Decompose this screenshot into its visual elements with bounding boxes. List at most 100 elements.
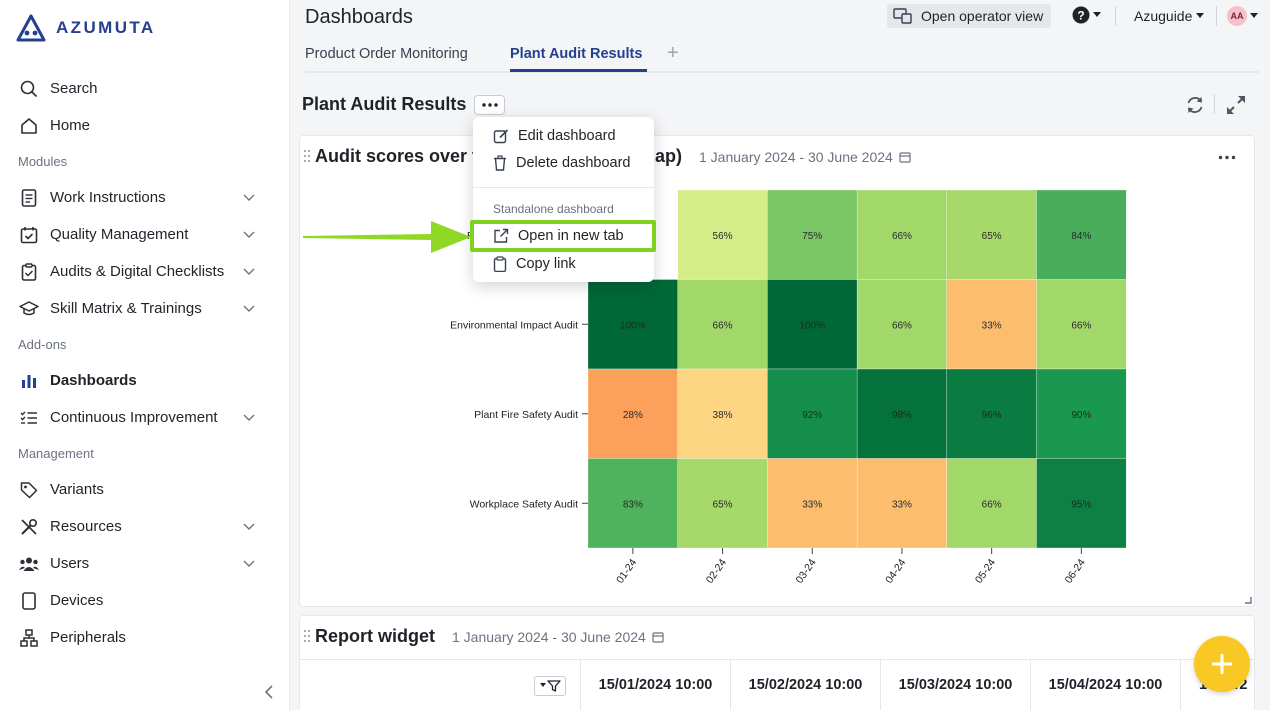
heatmap-cell-label: 66% <box>892 231 912 242</box>
menu-item-delete-dashboard[interactable]: Delete dashboard <box>493 152 630 174</box>
drag-handle-icon[interactable] <box>303 149 311 163</box>
brand-name: AZUMUTA <box>56 18 156 37</box>
tablet-icon <box>18 590 40 612</box>
sidebar-item-label: Skill Matrix & Trainings <box>50 300 202 317</box>
fullscreen-expand-icon[interactable] <box>1225 94 1247 116</box>
menu-item-open-in-new-tab[interactable]: Open in new tab <box>493 225 624 247</box>
sidebar: AZUMUTA Search Home Modules Work Instruc… <box>0 0 290 710</box>
user-avatar-menu[interactable]: AA <box>1227 6 1258 26</box>
sidebar-item-home[interactable]: Home <box>0 107 290 144</box>
sidebar-item-label: Variants <box>50 481 104 498</box>
table-filter-button[interactable] <box>534 676 566 696</box>
drag-handle-icon[interactable] <box>303 629 311 643</box>
sidebar-item-label: Dashboards <box>50 372 137 389</box>
heatmap-cell-label: 66% <box>1071 320 1091 331</box>
menu-item-label: Copy link <box>516 256 576 272</box>
report-widget-title: Report widget <box>315 626 435 646</box>
widget-menu-icon[interactable] <box>1218 155 1236 160</box>
refresh-icon[interactable] <box>1185 95 1205 115</box>
dashboard-tabs: Product Order Monitoring Plant Audit Res… <box>305 40 1259 73</box>
resize-corner-icon[interactable] <box>1244 596 1252 604</box>
clipboard-icon <box>18 261 40 283</box>
collapse-sidebar-chevron-icon[interactable] <box>262 684 276 700</box>
svg-text:?: ? <box>1077 9 1084 23</box>
heatmap-cell <box>767 368 858 459</box>
toolbar-divider <box>1214 94 1215 114</box>
annotation-arrow-icon <box>303 221 471 253</box>
report-date-range[interactable]: 1 January 2024 - 30 June 2024 <box>452 629 664 645</box>
heatmap-cell <box>946 458 1037 549</box>
heatmap-cell-label: 33% <box>802 499 822 510</box>
table-column-header: 15/03/2024 10:00 <box>880 660 1030 710</box>
heatmap-cell <box>856 458 947 549</box>
heatmap-cell-label: 75% <box>802 231 822 242</box>
heatmap-date-range[interactable]: 1 January 2024 - 30 June 2024 <box>699 149 911 165</box>
x-axis-label: 02-24 <box>704 557 729 586</box>
heatmap-cell-label: 33% <box>982 320 1002 331</box>
sidebar-nav: Search Home Modules Work Instructions Qu… <box>0 70 290 656</box>
heatmap-cell <box>856 368 947 459</box>
heatmap-widget-title-end: ap) <box>655 146 682 166</box>
sidebar-item-peripherals[interactable]: Peripherals <box>0 619 290 656</box>
caret-down-icon <box>1196 13 1205 18</box>
menu-divider <box>473 187 654 188</box>
menu-item-copy-link[interactable]: Copy link <box>493 253 576 275</box>
help-menu[interactable]: ? <box>1072 6 1101 24</box>
heatmap-cell-label: 96% <box>982 410 1002 421</box>
sidebar-item-audits[interactable]: Audits & Digital Checklists <box>0 253 290 290</box>
menu-item-edit-dashboard[interactable]: Edit dashboard <box>493 125 616 147</box>
tab-plant-audit-results[interactable]: Plant Audit Results <box>510 46 643 62</box>
sidebar-section-management: Management <box>18 446 94 461</box>
table-column-header: 15/04/2024 10:00 <box>1030 660 1180 710</box>
report-widget-card <box>299 615 1255 710</box>
calendar-check-icon <box>18 224 40 246</box>
heatmap-cell <box>1036 189 1127 280</box>
sidebar-item-search[interactable]: Search <box>0 70 290 107</box>
menu-item-label: Open in new tab <box>518 228 624 244</box>
header-divider <box>1115 6 1116 26</box>
heatmap-cell <box>677 279 768 370</box>
x-axis-label: 05-24 <box>973 557 998 586</box>
x-axis-label: 04-24 <box>883 557 908 586</box>
checklist-icon <box>18 407 40 429</box>
heatmap-cell-label: 83% <box>623 499 643 510</box>
sidebar-item-users[interactable]: Users <box>0 545 290 582</box>
heatmap-cell-label: 65% <box>713 499 733 510</box>
active-tab-indicator <box>510 69 647 72</box>
workspace-selector[interactable]: Azuguide <box>1134 8 1205 24</box>
sidebar-item-variants[interactable]: Variants <box>0 471 290 508</box>
open-operator-view-button[interactable]: Open operator view <box>887 4 1052 28</box>
x-axis-label: 03-24 <box>793 557 818 586</box>
sidebar-item-devices[interactable]: Devices <box>0 582 290 619</box>
menu-section-label: Standalone dashboard <box>493 202 614 216</box>
sidebar-item-label: Search <box>50 80 98 97</box>
sidebar-item-continuous-improvement[interactable]: Continuous Improvement <box>0 399 290 436</box>
home-icon <box>18 115 40 137</box>
heatmap-cell <box>1036 368 1127 459</box>
add-widget-button[interactable] <box>1194 636 1250 692</box>
calendar-icon <box>652 632 664 643</box>
brand-logo[interactable]: AZUMUTA <box>16 14 156 42</box>
heatmap-cell <box>946 368 1037 459</box>
azumuta-logo-icon <box>16 14 46 42</box>
sidebar-item-work-instructions[interactable]: Work Instructions <box>0 179 290 216</box>
sidebar-item-resources[interactable]: Resources <box>0 508 290 545</box>
dashboard-title: Plant Audit Results <box>302 94 467 114</box>
sidebar-section-modules: Modules <box>18 154 68 169</box>
sidebar-item-dashboards[interactable]: Dashboards <box>0 362 290 399</box>
date-range-label: 1 January 2024 - 30 June 2024 <box>452 629 646 645</box>
more-horizontal-icon <box>481 103 498 107</box>
add-tab-plus-icon[interactable]: + <box>667 42 679 64</box>
sidebar-item-label: Audits & Digital Checklists <box>50 263 225 280</box>
sidebar-section-addons: Add-ons <box>18 337 67 352</box>
heatmap-cell-label: 100% <box>799 320 825 331</box>
heatmap-cell-label: 95% <box>1071 499 1091 510</box>
help-icon: ? <box>1072 6 1090 24</box>
heatmap-cell-label: 38% <box>713 410 733 421</box>
dashboard-options-button[interactable] <box>474 95 505 115</box>
chevron-down-icon <box>243 305 255 312</box>
tab-product-order-monitoring[interactable]: Product Order Monitoring <box>305 46 468 62</box>
sidebar-item-quality-management[interactable]: Quality Management <box>0 216 290 253</box>
sidebar-item-skill-matrix[interactable]: Skill Matrix & Trainings <box>0 290 290 327</box>
heatmap-cell <box>587 458 678 549</box>
